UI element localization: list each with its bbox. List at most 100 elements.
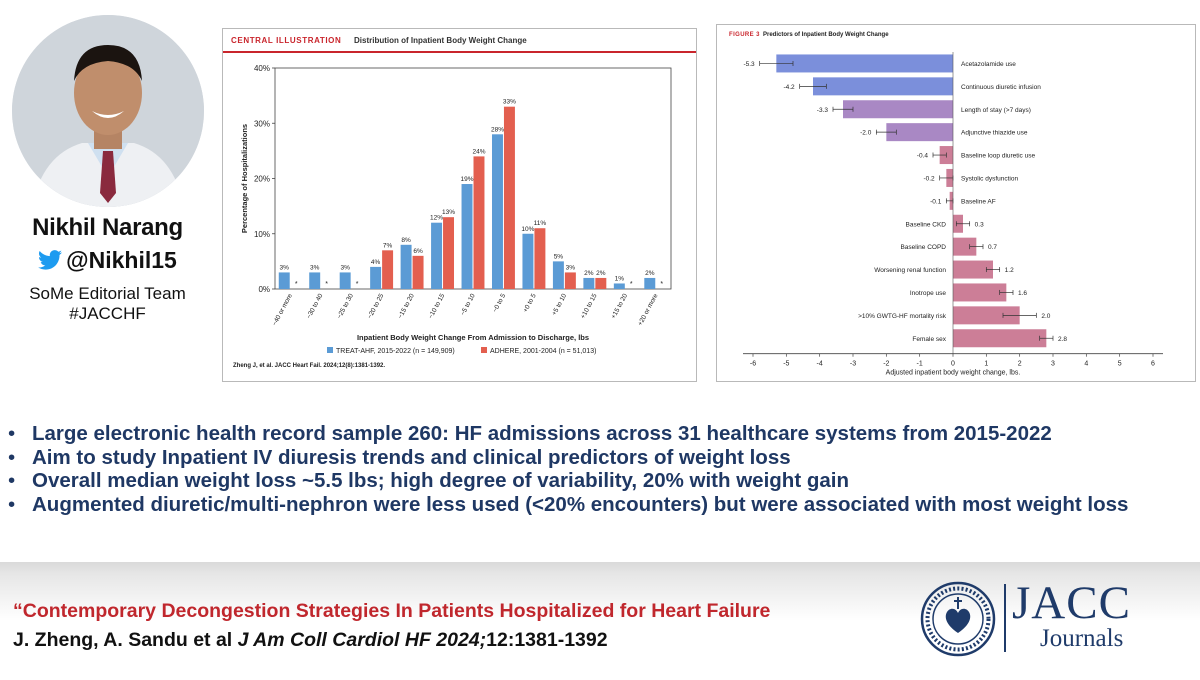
adhere-bar-label: 3% bbox=[566, 264, 576, 271]
predictor-value-label: -0.4 bbox=[917, 153, 929, 160]
paper-title: “Contemporary Decongestion Strategies In… bbox=[13, 600, 771, 622]
bullet-item: Augmented diuretic/multi-nephron were le… bbox=[8, 493, 1193, 517]
x-tick-label: 2 bbox=[1018, 361, 1022, 368]
logo-divider bbox=[1004, 584, 1006, 652]
x-tick-label: 4 bbox=[1084, 361, 1088, 368]
adhere-bar-label: 33% bbox=[503, 99, 516, 106]
treat-ahf-bar bbox=[644, 277, 656, 289]
x-tick-label: +20 or more bbox=[637, 292, 660, 327]
y-tick-label: 10% bbox=[254, 230, 270, 239]
predictor-name-label: Length of stay (>7 days) bbox=[961, 107, 1031, 114]
bullet-item: Aim to study Inpatient IV diuresis trend… bbox=[8, 446, 1193, 470]
weight-change-bar-chart: 0% 10% 20% 30% 40% Percentage of Hospitalizat… bbox=[240, 64, 672, 355]
predictors-figure-title: Predictors of Inpatient Body Weight Chan… bbox=[763, 32, 889, 38]
adhere-bar bbox=[473, 156, 485, 289]
x-tick-label: 3 bbox=[1051, 361, 1055, 368]
predictor-value-label: -0.1 bbox=[930, 198, 942, 205]
adhere-bar bbox=[595, 277, 607, 289]
predictor-name-label: Adjunctive thiazide use bbox=[961, 130, 1028, 137]
central-illustration-header: CENTRAL ILLUSTRATION Distribution of Inp… bbox=[223, 29, 696, 53]
predictor-value-label: -4.2 bbox=[783, 84, 795, 91]
x-tick-label: +10 to 15 bbox=[580, 292, 599, 320]
y-tick-label: 40% bbox=[254, 64, 270, 73]
x-tick-label: −40 or more bbox=[271, 292, 294, 327]
speaker-avatar bbox=[12, 15, 204, 207]
predictor-bar bbox=[953, 283, 1007, 302]
treat-ahf-bar bbox=[522, 233, 534, 289]
speaker-handle: @Nikhil15 bbox=[66, 247, 177, 273]
predictor-name-label: Baseline CKD bbox=[906, 221, 947, 228]
adhere-bar bbox=[564, 272, 576, 289]
predictor-bar bbox=[886, 123, 953, 142]
journals-logo-wordmark: Journals bbox=[1040, 625, 1124, 652]
adhere-bar-label: 13% bbox=[442, 209, 455, 216]
predictor-bar bbox=[953, 237, 977, 256]
legend-label-adhere: ADHERE, 2001-2004 (n = 51,013) bbox=[490, 348, 596, 355]
adhere-bar bbox=[443, 217, 455, 289]
speaker-name: Nikhil Narang bbox=[32, 214, 183, 241]
x-tick-label: -2 bbox=[883, 361, 889, 368]
predictor-name-label: Baseline AF bbox=[961, 198, 996, 205]
adhere-missing-marker: * bbox=[325, 281, 328, 288]
treat-ahf-bar-label: 4% bbox=[371, 259, 381, 266]
predictor-name-label: Baseline loop diuretic use bbox=[961, 153, 1035, 160]
treat-ahf-bar-label: 2% bbox=[584, 270, 594, 277]
predictor-value-label: -0.2 bbox=[923, 175, 935, 182]
x-tick-label: −25 to 30 bbox=[336, 292, 355, 320]
paper-pages: 12:1381-1392 bbox=[486, 629, 608, 651]
adhere-bar-label: 11% bbox=[534, 220, 547, 227]
treat-ahf-bar-label: 12% bbox=[430, 215, 443, 222]
adhere-bar bbox=[382, 250, 394, 289]
predictor-value-label: -3.3 bbox=[817, 107, 829, 114]
treat-ahf-bar bbox=[491, 134, 503, 289]
central-illustration-figure: CENTRAL ILLUSTRATION Distribution of Inp… bbox=[222, 28, 697, 382]
predictor-bar bbox=[813, 77, 953, 96]
x-tick-label: +5 to 10 bbox=[551, 292, 568, 317]
y-tick-label: 30% bbox=[254, 119, 270, 128]
adhere-bar bbox=[412, 255, 424, 289]
treat-ahf-bar bbox=[309, 272, 321, 289]
paper-reference: J. Zheng, A. Sandu et al J Am Coll Cardi… bbox=[13, 629, 608, 652]
avatar-illustration bbox=[12, 15, 204, 207]
speaker-hashtag: #JACCHF bbox=[69, 304, 146, 323]
x-tick-label: −20 to 25 bbox=[366, 292, 385, 320]
y-axis-label: Percentage of Hospitalizations bbox=[240, 124, 249, 233]
adhere-bar bbox=[503, 106, 515, 289]
x-tick-label: +15 to 20 bbox=[610, 292, 629, 320]
treat-ahf-bar-label: 19% bbox=[461, 176, 474, 183]
x-tick-label: -6 bbox=[750, 361, 756, 368]
predictors-figure: -5.3 Acetazolamide use -4.2 Continuous diur… bbox=[716, 24, 1196, 382]
y-tick-label: 0% bbox=[258, 285, 270, 294]
paper-authors: J. Zheng, A. Sandu et al bbox=[13, 629, 238, 651]
predictor-value-label: -2.0 bbox=[860, 130, 872, 137]
x-axis-label: Inpatient Body Weight Change From Admiss… bbox=[357, 333, 589, 342]
x-tick-label: −15 to 20 bbox=[397, 292, 416, 320]
predictor-name-label: >10% GWTG-HF mortality risk bbox=[858, 313, 947, 320]
adhere-bar-label: 6% bbox=[413, 248, 423, 255]
x-tick-label: -1 bbox=[917, 361, 923, 368]
treat-ahf-bar-label: 28% bbox=[491, 126, 504, 133]
treat-ahf-bar bbox=[431, 222, 443, 289]
footer-band bbox=[0, 562, 1200, 680]
treat-ahf-bar-label: 5% bbox=[554, 253, 564, 260]
x-tick-label: 5 bbox=[1118, 361, 1122, 368]
acc-seal-logo bbox=[920, 581, 996, 657]
legend-swatch-treat bbox=[327, 347, 333, 353]
treat-ahf-bar bbox=[552, 261, 564, 289]
x-axis-label: Adjusted inpatient body weight change, l… bbox=[886, 370, 1021, 377]
treat-ahf-bar bbox=[339, 272, 351, 289]
central-illustration-tag: CENTRAL ILLUSTRATION bbox=[231, 36, 342, 45]
predictors-bar-chart: -5.3 Acetazolamide use -4.2 Continuous diur… bbox=[743, 52, 1163, 377]
predictor-name-label: Continuous diuretic infusion bbox=[961, 84, 1041, 91]
adhere-bar-label: 7% bbox=[383, 242, 393, 249]
adhere-missing-marker: * bbox=[295, 281, 298, 288]
predictor-value-label: 1.2 bbox=[1005, 267, 1014, 274]
predictor-name-label: Acetazolamide use bbox=[961, 61, 1016, 68]
x-tick-label: 6 bbox=[1151, 361, 1155, 368]
adhere-bar-label: 24% bbox=[472, 148, 485, 155]
x-tick-label: −5 to 10 bbox=[459, 292, 476, 317]
predictor-name-label: Baseline COPD bbox=[900, 244, 946, 251]
predictor-name-label: Inotrope use bbox=[910, 290, 947, 297]
predictor-bar bbox=[776, 54, 953, 73]
